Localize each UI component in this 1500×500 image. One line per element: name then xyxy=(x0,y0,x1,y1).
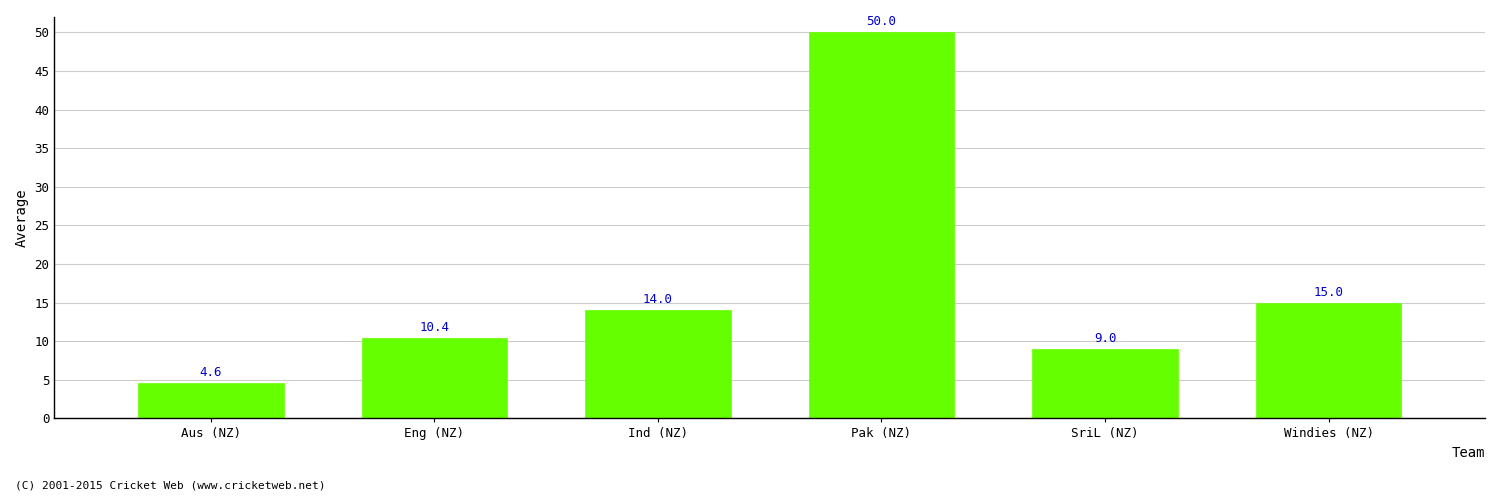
Bar xyxy=(808,32,954,418)
Text: (C) 2001-2015 Cricket Web (www.cricketweb.net): (C) 2001-2015 Cricket Web (www.cricketwe… xyxy=(15,480,326,490)
Bar xyxy=(1256,302,1401,418)
Text: 10.4: 10.4 xyxy=(420,322,450,334)
Text: 9.0: 9.0 xyxy=(1094,332,1116,345)
Bar xyxy=(138,383,284,418)
Text: 14.0: 14.0 xyxy=(644,294,674,306)
Y-axis label: Average: Average xyxy=(15,188,28,247)
X-axis label: Team: Team xyxy=(1452,446,1485,460)
Text: 15.0: 15.0 xyxy=(1314,286,1344,298)
Bar xyxy=(585,310,730,418)
Bar xyxy=(362,338,507,418)
Text: 4.6: 4.6 xyxy=(200,366,222,379)
Bar xyxy=(1032,349,1178,418)
Text: 50.0: 50.0 xyxy=(867,16,897,28)
